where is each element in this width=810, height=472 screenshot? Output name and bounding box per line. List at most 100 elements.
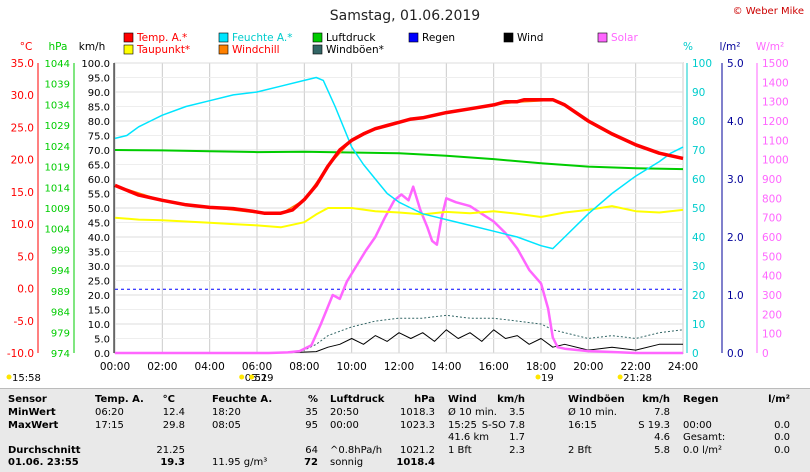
tick-label-temp: -10.0 [7, 348, 34, 360]
table-cell: 0.0 [774, 444, 790, 456]
table-cell: 41.6 km [448, 432, 489, 443]
tick-label-hum: 40 [692, 232, 705, 244]
tick-label-temp: 30.0 [11, 90, 34, 102]
tick-label-solar: 1000 [762, 155, 789, 167]
table-cell: 1021.2 [400, 444, 435, 456]
table-cell: 7.8 [654, 407, 670, 418]
table-cell: 0.0 l/m² [683, 444, 722, 456]
weather-chart: Samstag, 01.06.2019 © Weber Mike Temp. A… [6, 6, 804, 384]
series-line [114, 149, 684, 171]
table-cell: sonnig [330, 457, 364, 468]
table-cell: 1.7 [509, 432, 525, 443]
tick-label-wind: 65.0 [88, 161, 110, 172]
tick-label-press: 1014 [45, 183, 70, 194]
tick-label-wind: 55.0 [88, 190, 110, 201]
marker-label: 19 [541, 373, 554, 384]
tick-label-wind: 100.0 [81, 59, 110, 70]
x-tick-label: 14:00 [431, 361, 461, 373]
x-tick-label: 00:00 [100, 361, 130, 373]
tick-label-solar: 300 [762, 290, 782, 302]
table-cell: 72 [304, 457, 318, 468]
legend-swatch [312, 44, 323, 55]
tick-label-hum: 10 [692, 319, 705, 331]
tick-label-hum: 50 [692, 203, 705, 215]
x-tick-label: 06:00 [242, 361, 272, 373]
grid [114, 62, 684, 354]
marker-dot [249, 374, 255, 380]
tick-label-wind: 45.0 [88, 219, 110, 230]
x-tick-label: 24:00 [668, 361, 698, 373]
table-cell: 20:50 [330, 407, 359, 418]
tick-label-hum: 60 [692, 174, 705, 186]
table-cell: S 19.3 [638, 419, 670, 431]
table-row: 01.06. 23:55 19.3 11.95 g/m³ 72 sonnig 1018.4 [0, 457, 800, 469]
tick-label-wind: 10.0 [88, 320, 110, 331]
table-cell: 1 Bft [448, 444, 472, 456]
table-cell: 12.4 [162, 407, 185, 418]
table-cell: 06:20 [95, 407, 124, 418]
tick-label-press: 974 [51, 349, 70, 360]
tick-label-solar: 900 [762, 174, 782, 186]
tick-label-hum: 30 [692, 261, 705, 273]
tick-label-rain: 3.0 [727, 174, 744, 186]
marker-label: 15:58 [12, 373, 41, 384]
series-line [114, 97, 684, 215]
table-header-cell: km/h [497, 394, 525, 405]
series-line [114, 205, 684, 229]
tick-label-hum: 100 [692, 58, 712, 70]
tick-label-rain: 1.0 [727, 290, 744, 302]
table-cell: 4.6 [654, 432, 670, 443]
legend-label: Feuchte A.* [232, 32, 293, 44]
legend-label: Windchill [232, 44, 280, 56]
tick-label-solar: 1400 [762, 77, 789, 89]
tick-label-solar: 500 [762, 251, 782, 263]
marker-label: 51 [255, 373, 268, 384]
axis-units: °C hPa km/h% l/m² W/m² [20, 41, 784, 53]
table-header-cell: Sensor [8, 394, 47, 405]
tick-label-temp: 15.0 [11, 187, 34, 199]
tick-label-solar: 1200 [762, 116, 789, 128]
tick-label-wind: 80.0 [88, 117, 110, 128]
tick-label-temp: 20.0 [11, 155, 34, 167]
table-cell: 11.95 g/m³ [212, 457, 268, 468]
tick-label-press: 1004 [45, 225, 70, 236]
table-header-cell: hPa [414, 394, 435, 405]
tick-label-wind: 0.0 [94, 349, 110, 360]
table-cell: 29.8 [162, 419, 185, 431]
tick-label-wind: 85.0 [88, 103, 110, 114]
table-cell: 08:05 [212, 419, 241, 431]
legend-label: Luftdruck [326, 32, 376, 44]
table-cell: 15:25 [448, 419, 477, 431]
row-label: 01.06. 23:55 [8, 457, 79, 468]
table-cell: 16:15 [568, 419, 597, 431]
x-tick-label: 22:00 [621, 361, 651, 373]
table-cell: 0.0 [774, 432, 790, 443]
axis-unit-label: l/m² [720, 41, 741, 53]
legend-swatch [312, 32, 323, 43]
table-cell: 95 [305, 419, 318, 431]
table-cell: 5.8 [654, 444, 670, 456]
row-label: MinWert [8, 407, 56, 418]
tick-label-temp: 0.0 [17, 284, 34, 296]
legend-label: Regen [422, 32, 455, 44]
tick-label-wind: 35.0 [88, 248, 110, 259]
legend-swatch [503, 32, 514, 43]
axis-unit-label: °C [20, 41, 33, 53]
tick-label-temp: -5.0 [14, 316, 35, 328]
marker-dot [535, 374, 541, 380]
table-header-cell: °C [162, 394, 175, 405]
table-cell: ^0.8hPa/h [330, 444, 383, 456]
series-lines [114, 76, 684, 355]
tick-label-solar: 200 [762, 309, 782, 321]
table-header-cell: Feuchte A. [212, 394, 273, 405]
marker-dot [617, 374, 623, 380]
tick-label-rain: 5.0 [727, 58, 744, 70]
table-cell: 2.3 [509, 444, 525, 456]
marker-dot [239, 374, 245, 380]
tick-label-temp: 35.0 [11, 58, 34, 70]
tick-label-temp: 25.0 [11, 122, 34, 134]
marker-label: 21:28 [623, 373, 652, 384]
tick-label-solar: 700 [762, 213, 782, 225]
legend-swatch [597, 32, 608, 43]
y-axes: 35.0 30.0 25.0 20.0 15.0 10.0 5.0 0.0 -5.0 -10.0 1… [7, 58, 789, 360]
